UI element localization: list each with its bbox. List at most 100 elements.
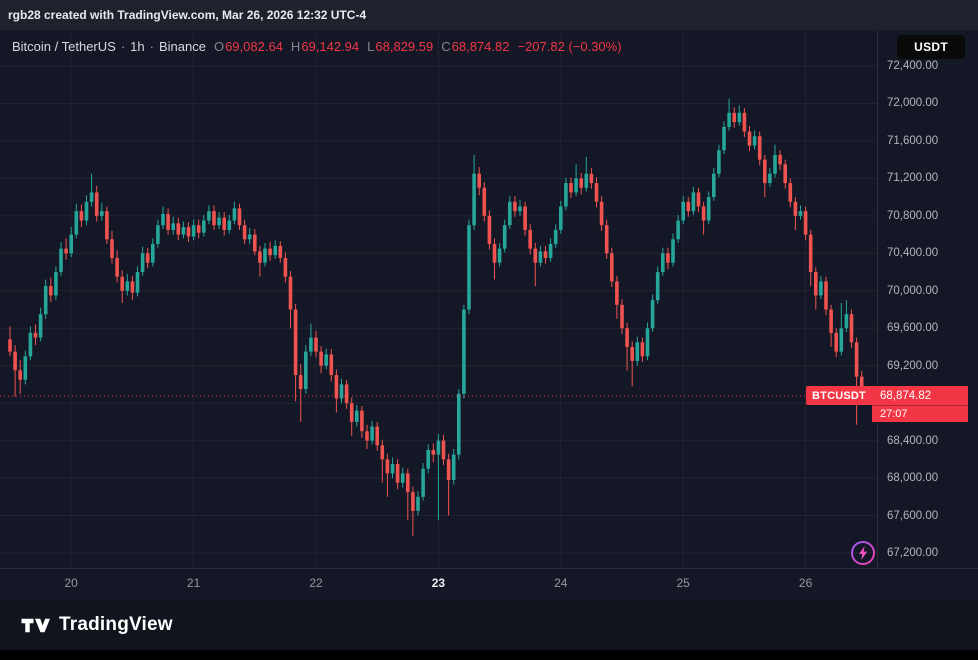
candle <box>54 266 58 301</box>
candle <box>451 449 456 485</box>
tradingview-logo-icon[interactable] <box>20 614 50 637</box>
candle <box>604 219 609 259</box>
symbol-title[interactable]: Bitcoin / TetherUS <box>12 39 116 54</box>
candle <box>798 205 803 220</box>
candle <box>212 205 216 230</box>
candle <box>380 439 385 483</box>
chart-pane[interactable] <box>0 30 978 568</box>
candle <box>43 279 48 319</box>
candle <box>661 247 665 276</box>
candle <box>242 219 247 244</box>
candle <box>110 230 114 264</box>
price-axis-label: 68,000.00 <box>887 472 939 485</box>
candle <box>288 271 293 329</box>
candle <box>365 424 369 450</box>
candle <box>839 302 844 356</box>
candle <box>742 108 747 138</box>
candle <box>589 168 594 189</box>
candle <box>722 121 726 155</box>
candle <box>666 247 670 270</box>
candle <box>732 107 736 128</box>
price-axis-label: 70,000.00 <box>887 284 939 297</box>
candle <box>64 238 68 260</box>
attribution-bar: rgb28 created with TradingView.com, Mar … <box>0 0 978 30</box>
interval-label[interactable]: 1h <box>130 39 145 54</box>
candle <box>130 275 135 301</box>
candle <box>497 243 502 267</box>
candle <box>814 267 818 310</box>
candle <box>599 196 604 231</box>
candle <box>324 348 328 370</box>
tradingview-wordmark[interactable]: TradingView <box>59 614 173 635</box>
candle <box>273 240 277 259</box>
price-axis-label: 70,400.00 <box>887 247 939 260</box>
candle <box>79 204 84 228</box>
candle <box>671 233 675 267</box>
price-axis-label: 72,000.00 <box>887 97 939 110</box>
candle <box>630 341 634 387</box>
candle <box>462 304 466 399</box>
candle <box>574 164 578 197</box>
time-axis-label: 21 <box>186 576 201 590</box>
chart-legend: Bitcoin / TetherUS · 1h · Binance O69,082.64 H… <box>12 39 622 54</box>
price-axis-label: 67,600.00 <box>887 509 939 522</box>
candle <box>349 397 354 436</box>
candle <box>808 229 813 287</box>
candle <box>610 247 614 288</box>
candle <box>28 326 33 361</box>
candle <box>247 228 252 244</box>
candle <box>227 214 232 234</box>
candle <box>513 196 517 217</box>
price-axis-label: 71,200.00 <box>887 172 939 185</box>
candle <box>334 369 339 413</box>
candle <box>33 324 38 346</box>
candle <box>487 210 492 250</box>
candle <box>400 467 405 488</box>
open-value: 69,082.64 <box>225 39 283 54</box>
price-tag-value: 68,874.82 <box>880 389 932 402</box>
candle <box>712 168 716 201</box>
candle <box>304 345 308 394</box>
price-axis-label: 72,400.00 <box>887 60 939 72</box>
high-label: H <box>290 39 301 54</box>
candle <box>538 245 543 267</box>
candle <box>518 199 522 216</box>
candle <box>49 277 53 303</box>
time-axis-label: 20 <box>64 576 78 590</box>
candle <box>508 196 512 229</box>
price-axis-label: 69,600.00 <box>887 322 939 335</box>
price-tag-symbol: BTCUSDT <box>812 389 866 402</box>
candle <box>752 130 757 150</box>
candle <box>543 245 548 264</box>
candle <box>120 270 124 303</box>
candle <box>237 203 242 230</box>
price-axis-label: 69,200.00 <box>887 359 939 372</box>
candle <box>717 144 721 178</box>
candle <box>278 241 283 263</box>
candle <box>298 363 303 422</box>
low-value: 68,829.59 <box>375 39 434 54</box>
quick-trade-button[interactable] <box>849 539 877 567</box>
candle <box>844 300 849 332</box>
close-label: C <box>441 39 451 54</box>
candle <box>696 187 701 213</box>
price-axis[interactable]: 72,400.00 72,000.00 71,600.00 71,200.00 70,8… <box>877 30 978 568</box>
candle <box>94 185 99 222</box>
candle <box>74 203 79 239</box>
currency-toggle-button[interactable]: USDT <box>897 35 965 59</box>
candle <box>650 294 655 332</box>
candle <box>329 348 334 382</box>
candle <box>528 224 532 255</box>
candle <box>620 299 624 334</box>
candle <box>482 182 487 222</box>
candle <box>446 453 451 516</box>
candle <box>196 219 201 239</box>
candle <box>533 243 538 287</box>
candle <box>156 219 160 248</box>
time-axis[interactable]: 20 21 22 23 24 25 26 <box>0 568 978 600</box>
candle <box>207 205 211 225</box>
candle <box>89 173 94 207</box>
candle <box>309 323 313 357</box>
candle <box>477 167 481 196</box>
candle <box>395 459 400 490</box>
